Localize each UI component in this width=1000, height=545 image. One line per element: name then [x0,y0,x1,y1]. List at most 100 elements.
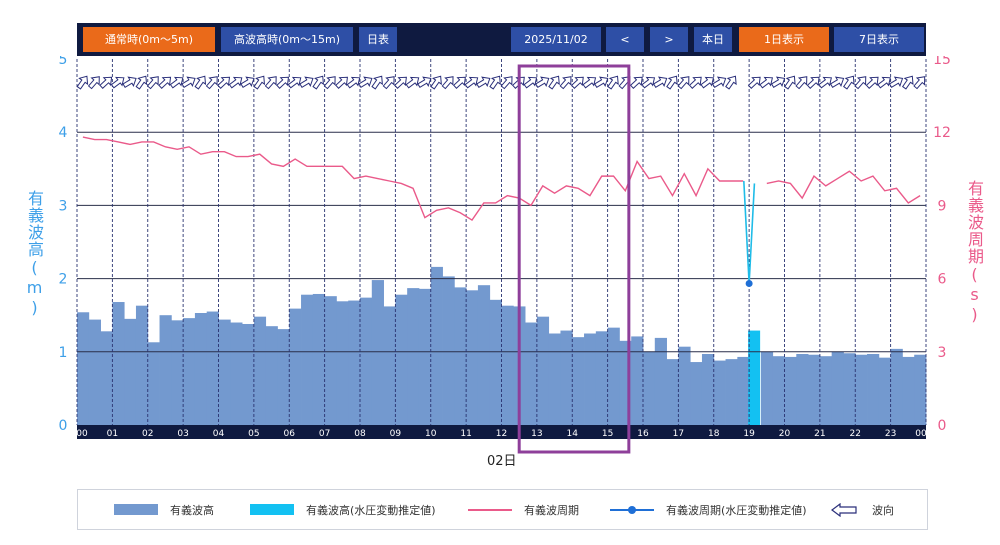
x-tick-label: 07 [319,429,330,439]
wave-direction-arrow [253,75,266,90]
wave-height-bar [843,353,856,425]
wave-direction-arrow [677,76,690,90]
date-axis-label: 02日 [487,454,517,469]
wave-direction-arrow [430,75,442,90]
arrow-icon [453,76,466,89]
arrow-icon [346,76,361,89]
arrow-icon [253,75,266,90]
daily-table-button[interactable]: 日表 [359,27,397,52]
wave-direction-arrow [865,76,879,89]
wave-height-bar [312,293,326,425]
arrow-icon [240,76,255,89]
x-tick-label: 06 [284,429,296,439]
wave-height-bar [253,316,267,425]
wave-direction-arrow [382,76,395,90]
legend-label: 波向 [872,503,894,517]
wave-direction-arrow [770,76,786,89]
wave-height-bar [489,299,502,425]
x-axis-band [77,425,926,439]
wave-direction-arrow [535,76,550,89]
arrow-icon [158,76,172,89]
legend-swatch-estimated-period [610,505,654,514]
wave-height-bar [855,354,868,425]
wave-height-bar [878,357,892,425]
wave-direction-arrow [559,76,572,90]
arrow-icon [299,76,314,89]
x-tick-label: 00 [915,429,927,439]
wave-direction-arrow [405,76,420,89]
wave-direction-arrow [240,76,255,89]
arrow-icon [312,75,324,90]
wave-height-bar [584,333,597,425]
wave-height-bar [690,362,703,425]
wave-height-bar [678,346,691,425]
arrow-icon [194,75,207,90]
arrow-icon [806,76,820,89]
wave-period-line [766,170,921,204]
wave-height-bar [501,305,514,425]
today-button[interactable]: 本日 [694,27,732,52]
wave-direction-arrow [711,76,727,89]
seven-day-button[interactable]: 7日表示 [834,27,924,52]
wave-direction-arrow [394,76,407,89]
arrow-icon [358,76,373,89]
wave-direction-arrow [500,76,513,90]
y-right-tick-label: 3 [938,345,947,361]
arrow-icon [264,76,277,90]
wave-height-bar [218,319,231,425]
legend-wave-direction: 波向 [830,490,894,529]
arrow-icon [441,76,454,90]
arrow-icon [464,76,479,89]
x-tick-label: 17 [673,429,684,439]
y-right-tick-label: 12 [933,125,951,141]
wave-height-bar [701,353,715,425]
arrow-icon [371,75,383,90]
wave-direction-arrow [523,76,538,89]
toolbar: 通常時(0m〜5m) 高波高時(0m〜15m) 日表 2025/11/02 < … [77,23,926,56]
arrow-icon [99,76,113,89]
wave-direction-arrow [854,76,867,90]
x-tick-label: 16 [637,429,649,439]
wave-direction-arrow [641,76,656,89]
wave-height-bar [477,285,491,425]
wave-height-bar [607,327,620,425]
wave-height-bar [360,297,373,425]
legend-wave-period: 有義波周期 [468,490,579,529]
wave-height-bar [890,348,903,425]
high-range-button[interactable]: 高波高時(0m〜15m) [221,27,353,52]
x-tick-label: 20 [779,429,791,439]
wave-height-bar [206,311,219,425]
wave-height-bar [277,329,290,425]
x-tick-label: 23 [885,429,896,439]
next-button[interactable]: > [650,27,688,52]
estimated-height-bar [748,330,761,425]
arrow-icon [122,76,137,89]
wave-direction-arrow [146,76,159,90]
arrow-icon [677,76,690,90]
arrow-icon [489,75,501,90]
y-axis-right-label: 有義波周期(s) [965,180,984,325]
y-right-tick-label: 0 [938,418,947,434]
x-tick-label: 11 [460,429,471,439]
wave-direction-arrow [99,76,113,89]
x-tick-label: 12 [496,429,507,439]
legend-estimated-period: 有義波周期(水圧変動推定値) [610,490,807,529]
normal-range-button[interactable]: 通常時(0m〜5m) [83,27,215,52]
wave-direction-arrow [629,76,643,89]
one-day-button[interactable]: 1日表示 [739,27,829,52]
wave-height-bar [643,351,656,425]
y-left-tick-label: 2 [59,272,68,288]
arrow-icon [535,76,550,89]
arrow-icon [795,76,808,90]
wave-direction-arrow [358,76,373,89]
date-button[interactable]: 2025/11/02 [511,27,601,52]
arrow-icon [276,76,290,89]
arrow-icon [629,76,643,89]
wave-direction-arrow [441,76,454,90]
arrow-icon [854,76,867,90]
wave-height-bar [407,288,420,425]
wave-direction-arrow [87,76,100,90]
wave-direction-arrow [688,76,702,89]
prev-button[interactable]: < [606,27,644,52]
wave-direction-arrow [843,75,855,90]
